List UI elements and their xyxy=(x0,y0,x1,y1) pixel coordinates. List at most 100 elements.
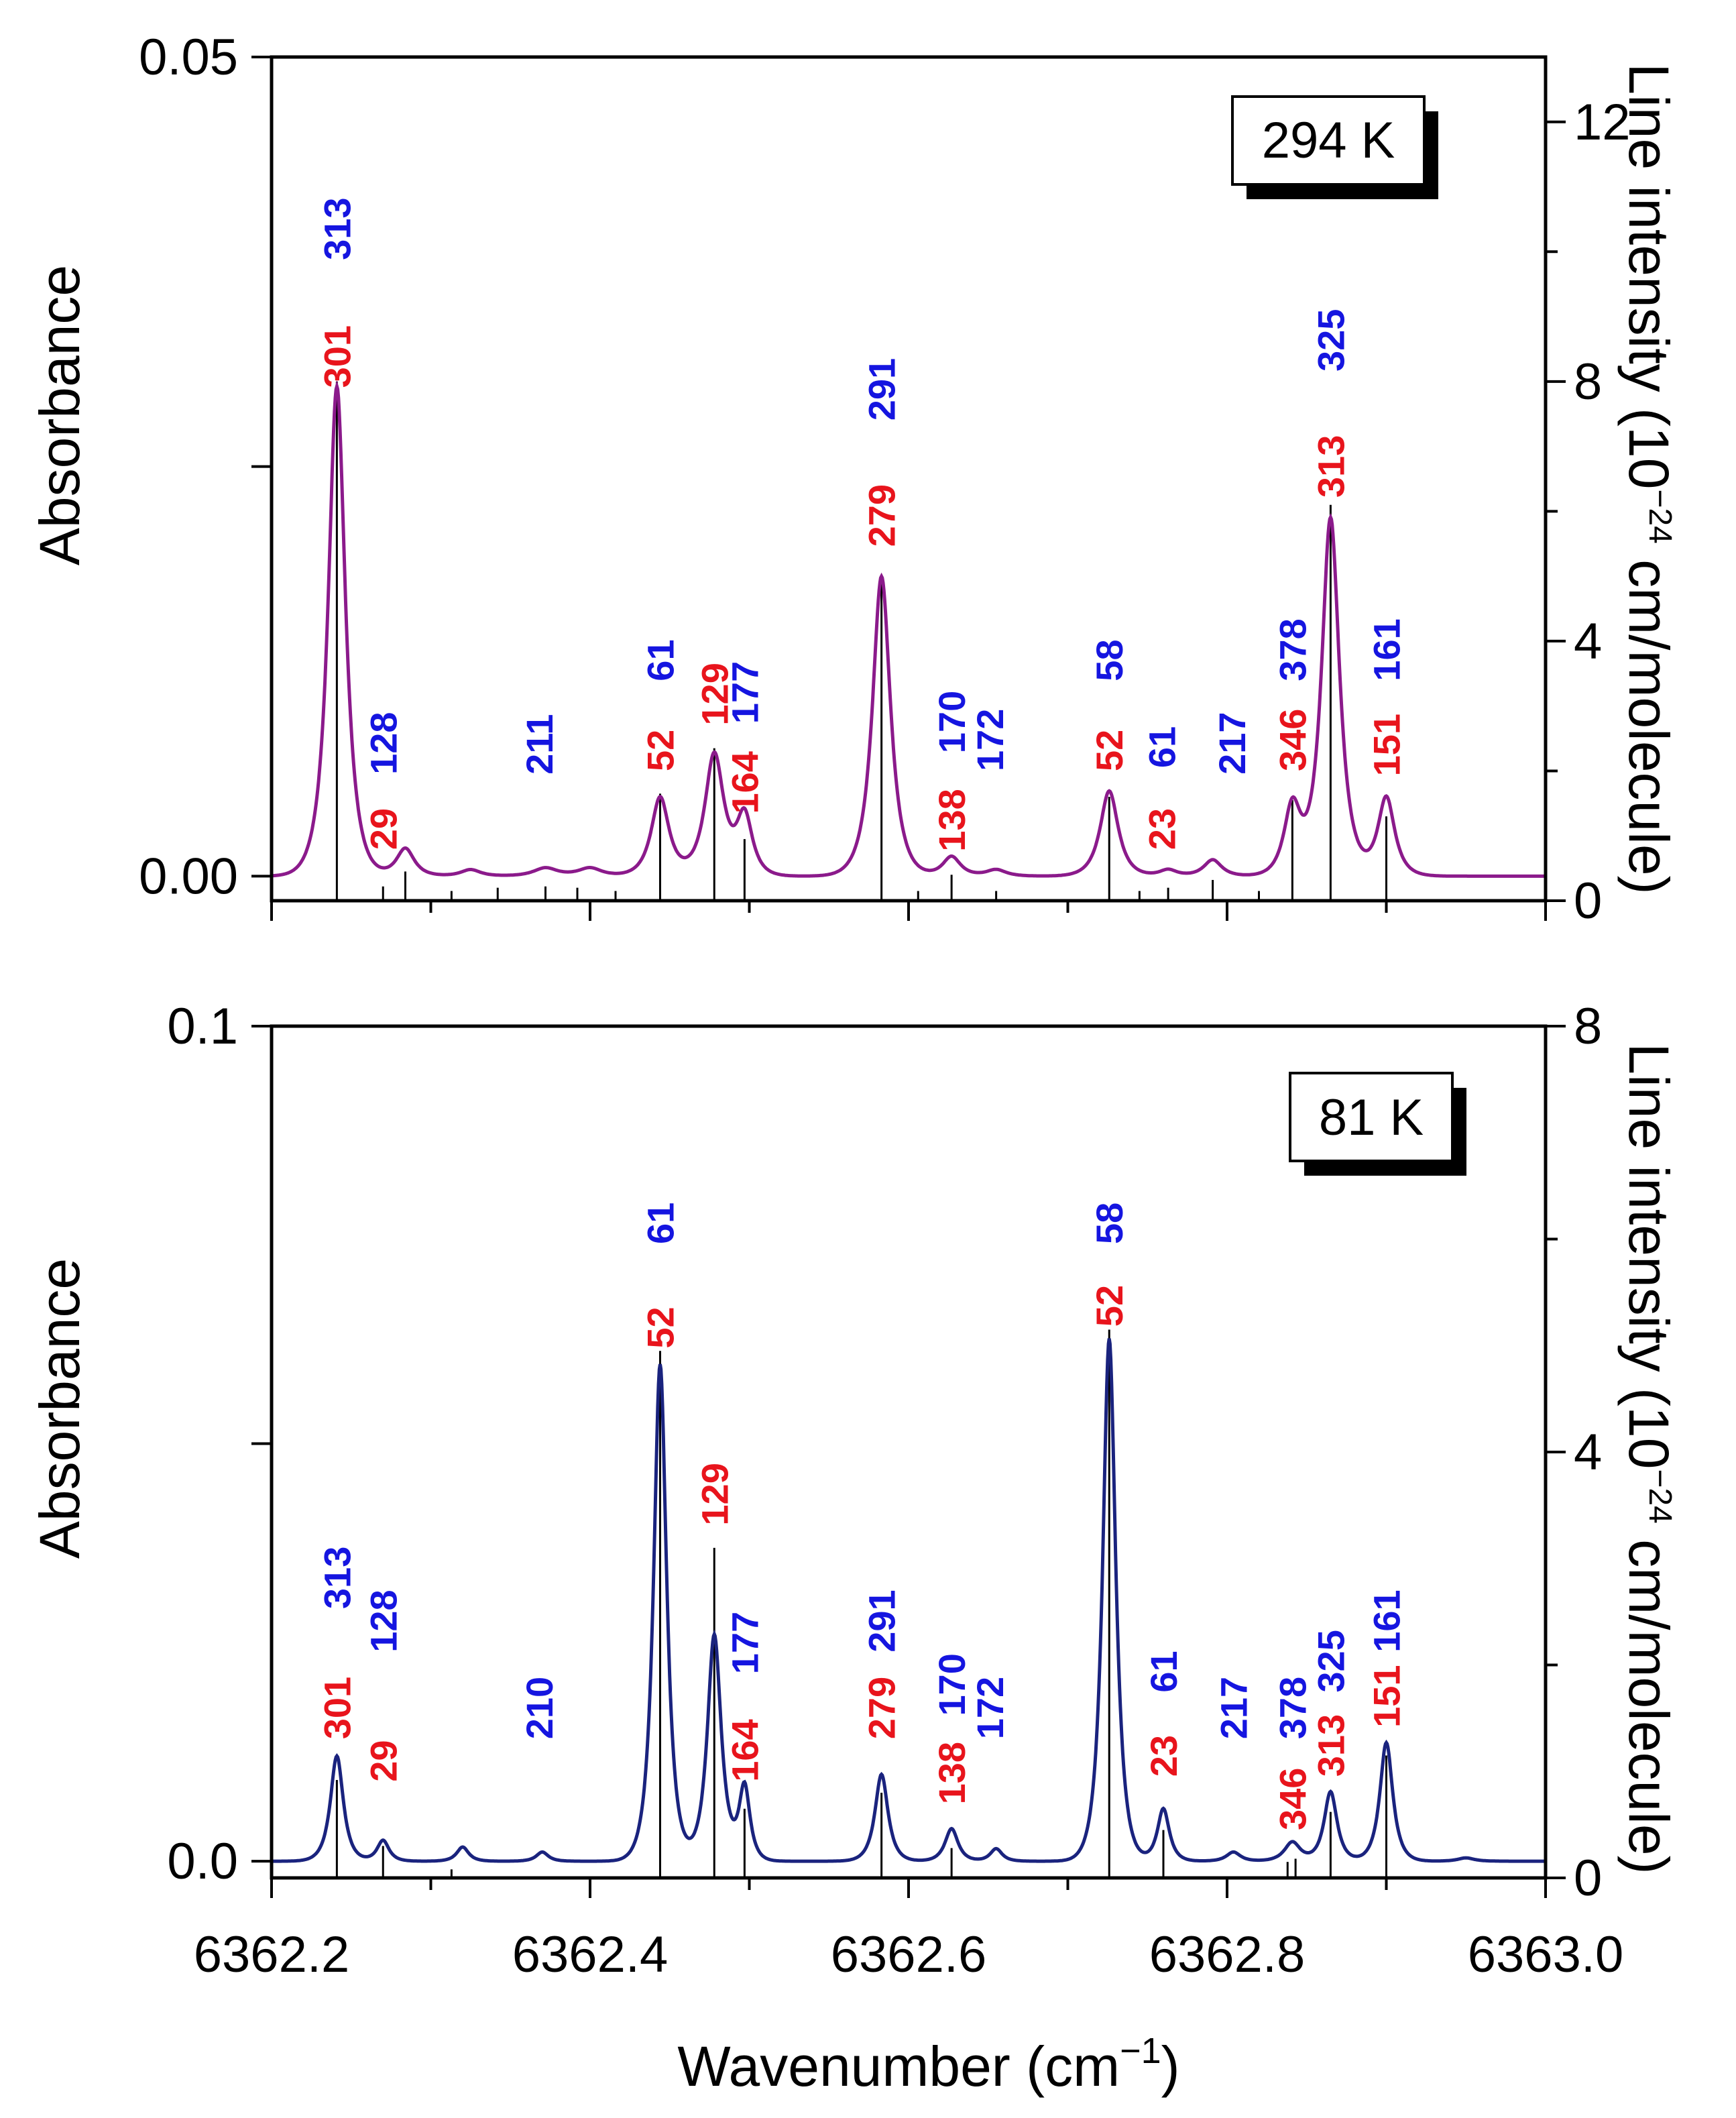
bottom-peak-label: 61 xyxy=(640,1203,682,1244)
temperature-box-81k: 81 K xyxy=(1289,1072,1466,1176)
top-peak-label: 170 xyxy=(931,691,973,753)
x-axis-title-end: ) xyxy=(1161,2035,1180,2098)
bottom-right-tick-label: 8 xyxy=(1574,998,1602,1055)
top-y-axis-title: Absorbance xyxy=(28,265,91,565)
top-peak-label: 301 xyxy=(316,325,358,388)
bottom-sticks xyxy=(335,1329,1387,1878)
bottom-left-axis: 0.0 0.1 xyxy=(167,998,272,1890)
bottom-peak-label: 210 xyxy=(518,1677,561,1739)
top-right-axis-title-main: Line intensity (10 xyxy=(1617,63,1680,489)
bottom-x-axis-ticks: 6362.2 6362.4 6362.6 6362.8 6363.0 xyxy=(194,1878,1623,1983)
top-left-tick-label: 0.00 xyxy=(139,848,238,905)
bottom-right-axis-title-end: cm/molecule) xyxy=(1617,1524,1680,1875)
top-peak-label: 164 xyxy=(724,751,766,814)
top-peak-label: 313 xyxy=(316,197,358,260)
bottom-spectrum-line xyxy=(272,1338,1546,1863)
bottom-peak-label: 291 xyxy=(861,1590,903,1652)
bottom-peak-label: 177 xyxy=(724,1612,766,1674)
temperature-label-81k: 81 K xyxy=(1319,1089,1424,1146)
bottom-peak-label: 52 xyxy=(1088,1285,1131,1327)
bottom-peak-label: 58 xyxy=(1088,1203,1131,1244)
x-tick-label: 6362.8 xyxy=(1149,1926,1305,1983)
top-peak-label: 291 xyxy=(861,358,903,421)
top-peak-label: 58 xyxy=(1088,639,1131,681)
bottom-peak-label: 61 xyxy=(1143,1651,1185,1692)
top-peak-label: 151 xyxy=(1366,714,1408,776)
bottom-right-tick-label: 0 xyxy=(1574,1850,1602,1907)
bottom-peak-label: 325 xyxy=(1310,1630,1352,1692)
x-axis-title: Wavenumber (cm−1) xyxy=(677,2031,1179,2098)
top-peak-label: 61 xyxy=(640,639,682,681)
bottom-peak-label: 129 xyxy=(693,1463,736,1525)
bottom-peak-label: 313 xyxy=(316,1547,358,1609)
top-peak-label: 211 xyxy=(518,714,561,775)
bottom-peak-label: 217 xyxy=(1213,1677,1255,1739)
top-peak-label: 217 xyxy=(1211,712,1253,774)
top-peak-label: 52 xyxy=(1088,730,1131,771)
top-peak-label: 161 xyxy=(1366,618,1408,681)
temperature-label-294k: 294 K xyxy=(1262,112,1395,169)
bottom-peak-label: 170 xyxy=(931,1653,973,1716)
bottom-peak-label: 151 xyxy=(1366,1665,1408,1727)
bottom-peak-label: 161 xyxy=(1366,1590,1408,1652)
x-tick-label: 6362.2 xyxy=(194,1926,349,1983)
bottom-left-tick-label: 0.1 xyxy=(167,998,238,1055)
top-peak-label: 61 xyxy=(1141,726,1183,768)
temperature-box-294k: 294 K xyxy=(1231,95,1438,199)
bottom-peak-label: 164 xyxy=(724,1719,766,1781)
top-peak-label: 177 xyxy=(724,661,766,724)
top-peak-label: 52 xyxy=(640,730,682,771)
top-sticks xyxy=(335,381,1387,901)
bottom-peak-labels: 3013132912821052611291771642792911381701… xyxy=(316,1203,1407,1830)
bottom-peak-label: 52 xyxy=(640,1306,682,1348)
top-right-tick-label: 8 xyxy=(1574,353,1602,410)
bottom-peak-label: 128 xyxy=(362,1590,404,1652)
top-peak-label: 29 xyxy=(362,808,404,850)
top-right-axis: 0 4 8 12 xyxy=(1546,94,1631,930)
top-peak-label: 279 xyxy=(861,484,903,547)
bottom-right-axis-title-exponent: −24 xyxy=(1642,1469,1678,1523)
top-peak-label: 129 xyxy=(693,663,736,725)
top-peak-label: 128 xyxy=(362,712,404,774)
top-peak-label: 346 xyxy=(1271,709,1314,771)
bottom-right-axis-title-main: Line intensity (10 xyxy=(1617,1043,1680,1469)
top-peak-label: 378 xyxy=(1271,618,1314,681)
x-axis-title-main: Wavenumber (cm xyxy=(677,2035,1120,2098)
top-peak-label: 313 xyxy=(1310,435,1352,498)
top-peak-label: 138 xyxy=(931,789,973,851)
bottom-peak-label: 313 xyxy=(1310,1714,1352,1777)
top-right-tick-label: 4 xyxy=(1574,613,1602,670)
bottom-peak-label: 279 xyxy=(861,1677,903,1739)
top-right-axis-title-exponent: −24 xyxy=(1642,489,1678,543)
bottom-peak-label: 301 xyxy=(316,1677,358,1739)
top-right-axis-title-end: cm/molecule) xyxy=(1617,544,1680,895)
x-tick-label: 6362.4 xyxy=(512,1926,668,1983)
bottom-y-axis-title: Absorbance xyxy=(28,1258,91,1559)
panel-81k: 0.0 0.1 0 4 8 6362.2 6362.4 6362.6 6362.8 6363.… xyxy=(28,998,1680,1983)
bottom-peak-label: 378 xyxy=(1271,1677,1314,1739)
bottom-right-axis: 0 4 8 xyxy=(1546,998,1602,1907)
bottom-right-axis-title: Line intensity (10−24 cm/molecule) xyxy=(1617,1043,1680,1874)
top-right-tick-label: 0 xyxy=(1574,873,1602,930)
bottom-peak-label: 172 xyxy=(969,1677,1011,1739)
top-peak-label: 23 xyxy=(1141,808,1183,850)
bottom-right-tick-label: 4 xyxy=(1574,1424,1602,1481)
x-axis-title-exponent: −1 xyxy=(1120,2031,1161,2071)
bottom-left-tick-label: 0.0 xyxy=(167,1833,238,1890)
bottom-peak-label: 346 xyxy=(1271,1768,1314,1830)
bottom-peak-label: 29 xyxy=(362,1740,404,1782)
top-peak-label: 172 xyxy=(969,709,1011,771)
bottom-peak-label: 23 xyxy=(1143,1735,1185,1777)
top-left-tick-label: 0.05 xyxy=(139,29,238,86)
x-tick-label: 6363.0 xyxy=(1468,1926,1623,1983)
top-x-axis-ticks xyxy=(270,901,1547,921)
top-right-axis-title: Line intensity (10−24 cm/molecule) xyxy=(1617,63,1680,894)
x-tick-label: 6362.6 xyxy=(831,1926,986,1983)
top-peak-label: 325 xyxy=(1310,309,1352,372)
bottom-peak-label: 138 xyxy=(931,1742,973,1804)
top-left-axis: 0.00 0.05 xyxy=(139,29,272,905)
top-spectrum-line xyxy=(271,380,1546,878)
